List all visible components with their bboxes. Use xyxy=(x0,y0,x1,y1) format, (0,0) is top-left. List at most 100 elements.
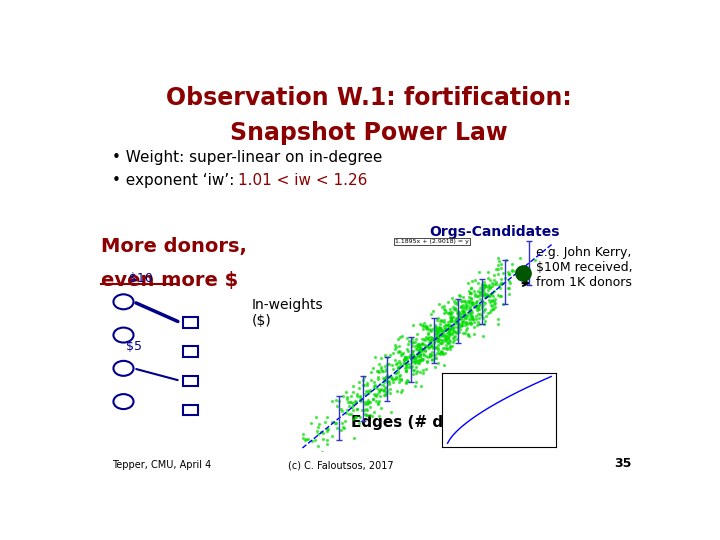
Point xyxy=(390,373,402,381)
Point xyxy=(458,308,469,317)
Point xyxy=(465,298,477,306)
Point xyxy=(342,393,354,401)
Point xyxy=(483,292,495,301)
Point xyxy=(387,375,398,383)
Point xyxy=(488,297,500,306)
Point xyxy=(420,321,431,330)
Point xyxy=(351,404,363,413)
Point xyxy=(371,383,382,392)
Point xyxy=(364,388,375,397)
Point xyxy=(444,313,455,321)
Point xyxy=(287,456,299,465)
Point xyxy=(440,335,451,344)
Point xyxy=(443,325,454,334)
Point xyxy=(483,295,495,304)
Point xyxy=(439,326,451,334)
Point xyxy=(477,308,489,316)
Point xyxy=(431,334,442,342)
Point xyxy=(381,384,392,393)
Point xyxy=(402,344,413,353)
Point xyxy=(425,352,436,360)
Point xyxy=(374,392,386,401)
Point xyxy=(444,327,455,335)
Point xyxy=(481,289,492,298)
Point xyxy=(480,293,492,301)
Point xyxy=(405,355,417,363)
Point xyxy=(442,298,454,307)
Point xyxy=(412,341,423,350)
Point xyxy=(411,343,423,352)
Point xyxy=(406,342,418,350)
Point xyxy=(392,335,404,343)
Point xyxy=(485,305,497,314)
Point xyxy=(341,406,353,415)
Point xyxy=(398,359,410,368)
Point xyxy=(424,349,436,358)
Point xyxy=(467,308,478,316)
Point xyxy=(419,343,431,352)
Point xyxy=(440,326,451,334)
Point xyxy=(437,350,449,359)
Point xyxy=(506,260,518,268)
Point xyxy=(425,335,436,344)
Point xyxy=(474,299,485,308)
Point xyxy=(420,365,431,374)
Point xyxy=(449,320,460,328)
Point xyxy=(343,401,355,410)
Point xyxy=(305,418,316,427)
Point xyxy=(449,332,460,341)
Point xyxy=(462,330,474,339)
Point xyxy=(455,301,467,310)
Point xyxy=(360,386,372,395)
Point xyxy=(426,348,438,356)
Point xyxy=(385,373,397,381)
Point xyxy=(464,301,476,310)
Point xyxy=(419,350,431,359)
Point xyxy=(443,323,454,332)
Point xyxy=(443,320,454,329)
Point xyxy=(408,354,420,362)
Point xyxy=(438,361,449,369)
Point xyxy=(473,314,485,322)
Point xyxy=(377,386,389,394)
Point xyxy=(297,456,309,465)
Point xyxy=(480,299,491,308)
Point xyxy=(444,325,456,334)
Point xyxy=(287,459,299,468)
Point xyxy=(465,289,477,298)
Point xyxy=(477,300,489,309)
Point xyxy=(490,279,502,288)
Point xyxy=(331,424,343,433)
Point xyxy=(400,353,411,362)
Point xyxy=(460,325,472,334)
Point xyxy=(382,376,394,385)
Point xyxy=(393,342,405,351)
Text: Edges (# donors): Edges (# donors) xyxy=(351,415,498,430)
Point xyxy=(418,322,429,331)
Point xyxy=(312,422,324,431)
Point xyxy=(415,355,427,364)
Point xyxy=(466,320,477,328)
Point xyxy=(452,308,464,317)
Point xyxy=(486,296,498,305)
Point xyxy=(429,333,441,342)
Point xyxy=(389,369,400,377)
Point xyxy=(474,309,486,318)
Point xyxy=(337,392,348,401)
Point xyxy=(438,318,450,327)
Point xyxy=(458,307,469,316)
Point xyxy=(442,309,454,318)
Point xyxy=(417,354,428,363)
Point xyxy=(373,386,384,395)
Point xyxy=(462,301,473,310)
Point xyxy=(382,387,393,395)
Point xyxy=(406,347,418,355)
Point xyxy=(418,324,429,333)
Point xyxy=(456,296,468,305)
Point xyxy=(346,392,357,401)
Point xyxy=(369,381,381,389)
Point xyxy=(306,436,318,445)
Point xyxy=(452,312,464,320)
Point xyxy=(413,349,424,358)
Point xyxy=(415,352,426,360)
